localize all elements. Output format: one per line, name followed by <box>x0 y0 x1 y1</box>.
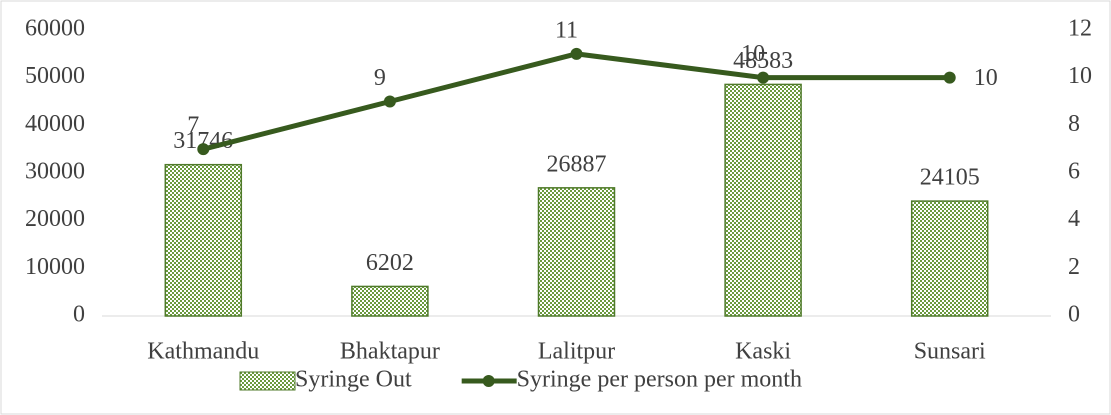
y-tick-label: 20000 <box>25 206 85 232</box>
y2-tick-label: 4 <box>1068 206 1080 232</box>
x-tick-label: Bhaktapur <box>340 339 440 365</box>
line-value-label: 10 <box>974 65 998 91</box>
legend-label: Syringe Out <box>295 367 412 393</box>
y2-tick-label: 6 <box>1068 159 1080 185</box>
y-tick-label: 60000 <box>25 16 85 42</box>
line-point <box>943 71 956 84</box>
line-point <box>570 47 583 60</box>
y2-tick-label: 10 <box>1068 63 1092 89</box>
x-tick-label: Kaski <box>735 339 791 365</box>
legend-swatch <box>239 371 296 391</box>
bar-value-label: 6202 <box>366 250 414 276</box>
line-point <box>197 143 210 156</box>
line-value-label: 10 <box>741 41 765 67</box>
bar-value-label: 24105 <box>920 165 980 191</box>
legend-swatch-point <box>482 375 495 387</box>
bar-value-label: 48583 <box>733 48 793 74</box>
y2-tick-label: 12 <box>1068 16 1092 42</box>
legend-label: Syringe per person per month <box>517 367 802 393</box>
y-tick-label: 10000 <box>25 254 85 280</box>
bar <box>164 163 243 317</box>
x-tick-label: Kathmandu <box>147 339 259 365</box>
x-tick-label: Sunsari <box>914 339 986 365</box>
y2-tick-label: 2 <box>1068 254 1080 280</box>
y2-tick-label: 0 <box>1068 302 1080 328</box>
y-tick-label: 40000 <box>25 111 85 137</box>
x-tick-label: Lalitpur <box>538 339 615 365</box>
line-value-label: 11 <box>555 17 578 43</box>
bar-value-label: 26887 <box>547 151 607 177</box>
bar <box>910 200 989 317</box>
y-tick-label: 30000 <box>25 159 85 185</box>
line-point <box>757 71 770 84</box>
line-point <box>383 95 396 108</box>
y-tick-label: 50000 <box>25 63 85 89</box>
y2-tick-label: 8 <box>1068 111 1080 137</box>
y-tick-label: 0 <box>73 302 85 328</box>
line-value-label: 7 <box>187 113 199 139</box>
line-value-label: 9 <box>374 65 386 91</box>
bar <box>724 83 802 317</box>
bar <box>537 187 616 317</box>
bar <box>351 285 429 317</box>
